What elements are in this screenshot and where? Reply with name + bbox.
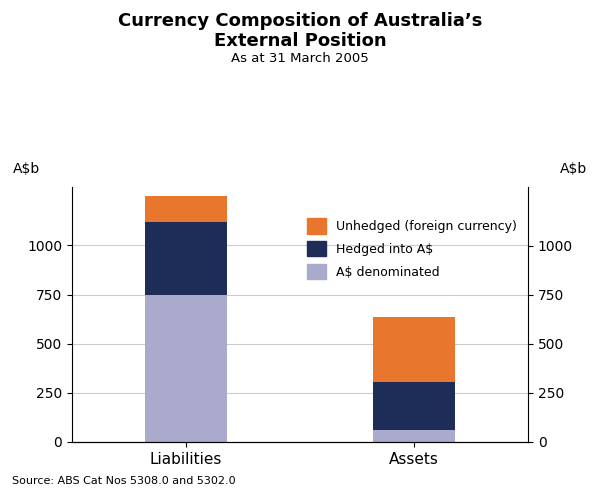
Text: Currency Composition of Australia’s: Currency Composition of Australia’s bbox=[118, 12, 482, 30]
Bar bbox=[145, 196, 227, 222]
Bar bbox=[373, 382, 455, 430]
Text: External Position: External Position bbox=[214, 32, 386, 50]
Text: Source: ABS Cat Nos 5308.0 and 5302.0: Source: ABS Cat Nos 5308.0 and 5302.0 bbox=[12, 476, 236, 486]
Bar bbox=[373, 430, 455, 442]
Bar bbox=[145, 222, 227, 295]
Bar bbox=[145, 295, 227, 442]
Legend: Unhedged (foreign currency), Hedged into A$, A$ denominated: Unhedged (foreign currency), Hedged into… bbox=[302, 213, 522, 284]
Bar bbox=[373, 317, 455, 382]
Text: As at 31 March 2005: As at 31 March 2005 bbox=[231, 52, 369, 64]
Text: A$b: A$b bbox=[560, 163, 587, 176]
Text: A$b: A$b bbox=[13, 163, 40, 176]
